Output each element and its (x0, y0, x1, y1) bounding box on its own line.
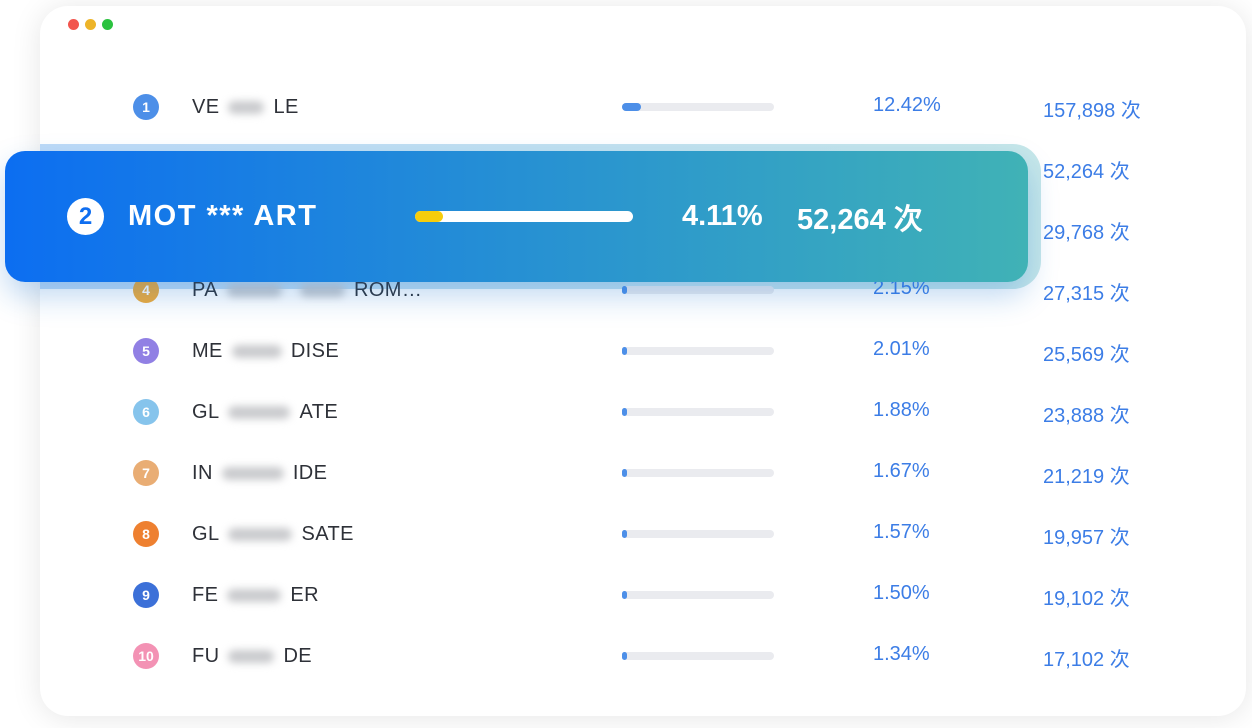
list-row-8[interactable]: 8 GL SATE 1.57% 19,957 次 (40, 514, 1246, 554)
progress-fill (622, 347, 627, 355)
redacted-blur (228, 100, 265, 114)
redacted-blur (231, 344, 282, 358)
progress-track (622, 286, 774, 294)
count-value: 19,102 次 (1043, 588, 1130, 610)
list-row-3: 29,768 次 (40, 209, 1246, 249)
progress-track (622, 469, 774, 477)
redacted-blur (228, 649, 275, 663)
redacted-blur (227, 283, 282, 297)
keyword-text: ME (192, 339, 223, 362)
redacted-blur (228, 527, 293, 541)
banner-progress-track (415, 211, 633, 222)
keyword-label: GL SATE (192, 514, 354, 554)
percent-value: 1.34% (873, 643, 930, 665)
list-row-10[interactable]: 10 FU DE 1.34% 17,102 次 (40, 636, 1246, 676)
percent-value: 1.57% (873, 521, 930, 543)
count-value: 27,315 次 (1043, 283, 1130, 305)
count-value: 29,768 次 (1043, 222, 1130, 244)
keyword-text: FE (192, 583, 219, 606)
keyword-text: ROM… (354, 278, 423, 301)
list-row-2: 52,264 次 (40, 148, 1246, 188)
progress-track (622, 347, 774, 355)
count-value: 52,264 次 (1043, 161, 1130, 183)
keyword-text: DE (283, 644, 313, 667)
count-value: 25,569 次 (1043, 344, 1130, 366)
rank-badge: 8 (133, 521, 159, 547)
redacted-blur (221, 466, 284, 480)
percent-value: 2.01% (873, 338, 930, 360)
progress-track (622, 652, 774, 660)
percent-value: 2.15% (873, 277, 930, 299)
banner-progress-fill (415, 211, 443, 222)
progress-fill (622, 652, 627, 660)
redacted-blur (228, 405, 291, 419)
count-value: 17,102 次 (1043, 649, 1130, 671)
progress-track (622, 103, 774, 111)
progress-fill (622, 286, 627, 294)
redacted-blur (227, 588, 282, 602)
keyword-label: GL ATE (192, 392, 338, 432)
list-row-5[interactable]: 5 ME DISE 2.01% 25,569 次 (40, 331, 1246, 371)
progress-fill (622, 591, 627, 599)
count-value: 19,957 次 (1043, 527, 1130, 549)
banner-percent-value: 4.11% (682, 200, 763, 232)
keyword-text: PA (192, 278, 218, 301)
progress-fill (622, 469, 627, 477)
keyword-text: GL (192, 400, 220, 423)
rank-badge: 7 (133, 460, 159, 486)
minimize-button[interactable] (85, 19, 96, 30)
banner-rank-badge: 2 (67, 198, 104, 235)
rank-badge: 6 (133, 399, 159, 425)
rank-badge: 1 (133, 94, 159, 120)
banner-count-value: 52,264 次 (797, 203, 923, 236)
redacted-blur (300, 283, 345, 297)
keyword-text: DISE (290, 339, 340, 362)
keyword-label: ME DISE (192, 331, 339, 371)
app-window: 1 VE LE 12.42% 157,898 次 52,264 次 29,768 次 4 PA R… (40, 6, 1246, 716)
close-button[interactable] (68, 19, 79, 30)
keyword-label: FU DE (192, 636, 312, 676)
progress-fill (622, 103, 641, 111)
keyword-text: ATE (299, 400, 339, 423)
list-row-1[interactable]: 1 VE LE 12.42% 157,898 次 (40, 87, 1246, 127)
keyword-text: VE (192, 95, 220, 118)
count-value: 23,888 次 (1043, 405, 1130, 427)
count-value: 21,219 次 (1043, 466, 1130, 488)
keyword-text: LE (273, 95, 299, 118)
percent-value: 1.88% (873, 399, 930, 421)
keyword-label: VE LE (192, 87, 299, 127)
keyword-text: IN (192, 461, 213, 484)
rank-badge: 9 (133, 582, 159, 608)
list-row-9[interactable]: 9 FE ER 1.50% 19,102 次 (40, 575, 1246, 615)
progress-fill (622, 408, 627, 416)
highlighted-row-banner[interactable]: 2 MOT *** ART 4.11% 52,264 次 (5, 151, 1028, 282)
banner-keyword-label: MOT *** ART (128, 200, 318, 232)
keyword-text: ER (290, 583, 319, 606)
keyword-label: IN IDE (192, 453, 327, 493)
progress-track (622, 591, 774, 599)
maximize-button[interactable] (102, 19, 113, 30)
keyword-label: FE ER (192, 575, 319, 615)
list-row-6[interactable]: 6 GL ATE 1.88% 23,888 次 (40, 392, 1246, 432)
list-row-7[interactable]: 7 IN IDE 1.67% 21,219 次 (40, 453, 1246, 493)
percent-value: 1.67% (873, 460, 930, 482)
banner-rank-number: 2 (78, 202, 93, 230)
percent-value: 12.42% (873, 94, 941, 116)
count-value: 157,898 次 (1043, 100, 1141, 122)
keyword-text: IDE (292, 461, 328, 484)
progress-track (622, 530, 774, 538)
keyword-text: FU (192, 644, 220, 667)
progress-track (622, 408, 774, 416)
keyword-label: PA ROM… (192, 270, 422, 310)
keyword-text: GL (192, 522, 220, 545)
progress-fill (622, 530, 627, 538)
rank-badge: 5 (133, 338, 159, 364)
percent-value: 1.50% (873, 582, 930, 604)
keyword-text: SATE (301, 522, 354, 545)
rank-badge: 10 (133, 643, 159, 669)
